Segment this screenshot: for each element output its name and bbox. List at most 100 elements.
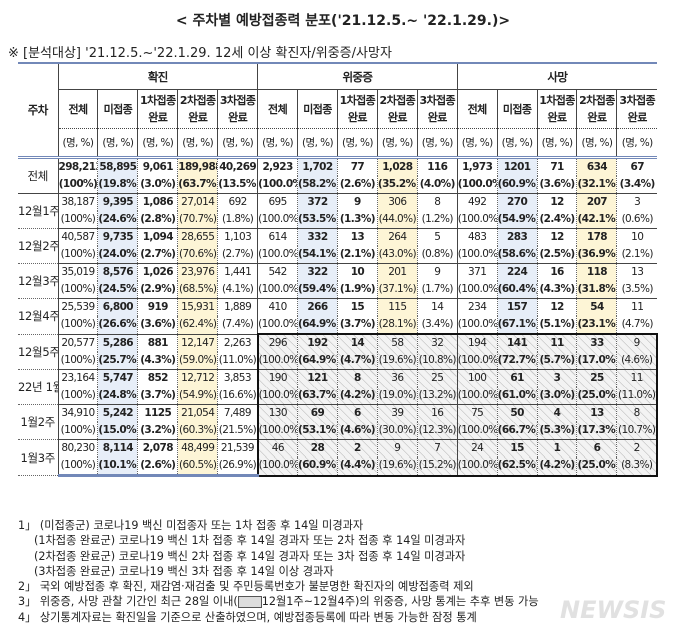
cell-count: 5,286 [97,333,138,352]
cell-percent: (19.6%) [376,352,418,370]
cell-percent: (62.5%) [496,457,538,477]
cell-percent: (0.6%) [616,211,657,229]
cell-percent: (17.0%) [576,352,617,370]
cell-count: 80,230 [57,439,98,457]
cell-percent: (100%) [57,387,98,405]
cell-count: 28,655 [177,228,218,246]
table-row: 12월4주 25,539 6,800 919 15,931 1,889 410 266 15 11… [18,298,657,335]
cell-percent: (70.6%) [177,246,218,264]
cell-count: 8,114 [97,439,138,457]
cell-count: 234 [456,298,498,316]
cell-percent: (3.0%) [137,176,178,194]
week-label: 12월1주 [18,193,59,229]
header-week: 주차 [18,63,59,158]
cell-count: 40,269 [217,157,258,176]
cell-percent: (100%) [57,176,98,194]
cell-percent: (24.0%) [97,246,138,264]
cell-count: 13 [576,404,617,422]
cell-percent: (19.0%) [376,387,418,405]
header-column: 미접종 [297,89,338,129]
cell-percent: (3.5%) [616,281,657,299]
cell-count: 371 [456,263,498,281]
cell-count: 58 [376,333,418,352]
cell-percent: (100.0%) [456,211,498,229]
cell-count: 1,702 [297,157,338,176]
header-column: 3차접종 완료 [217,89,258,129]
cell-percent: (19.8%) [97,176,138,194]
cell-percent: (100.0%) [456,176,498,194]
cell-count: 1,094 [137,228,178,246]
cell-percent: (0.8%) [416,246,458,264]
cell-percent: (4.7%) [336,352,378,370]
watermark-logo: NEWSIS [560,596,667,624]
cell-count: 100 [456,369,498,387]
cell-percent: (44.0%) [376,211,418,229]
cell-count: 8 [336,369,378,387]
cell-count: 483 [456,228,498,246]
header-unit: (명, %) [576,128,617,158]
cell-count: 69 [297,404,338,422]
week-label: 1월2주 [18,404,59,440]
cell-count: 189,988 [177,157,218,176]
cell-count: 9,735 [97,228,138,246]
cell-percent: (70.7%) [177,211,218,229]
cell-count: 1 [536,439,577,457]
table-row: 12월1주 38,187 9,395 1,086 27,014 692 695 372 9 306… [18,193,657,229]
cell-count: 266 [297,298,338,316]
note-1c: (3차접종 완료군) 코로나19 백신 3차 접종 후 14일 이상 경과자 [34,564,334,578]
cell-percent: (1.8%) [217,211,258,229]
cell-count: 9 [616,333,659,352]
cell-percent: (4.1%) [217,281,258,299]
cell-count: 157 [496,298,538,316]
cell-count: 21,054 [177,404,218,422]
cell-count: 6 [336,404,378,422]
header-column: 전체 [257,89,298,129]
cell-percent: (100.0%) [256,387,298,405]
cell-count: 130 [256,404,298,422]
cell-count: 23,976 [177,263,218,281]
header-column: 1차접종 완료 [336,89,378,129]
cell-count: 2,263 [217,333,258,352]
cell-percent: (7.4%) [217,316,258,335]
note-1b: (2차접종 완료군) 코로나19 백신 2차 접종 후 14일 경과자 또는 3… [34,549,466,563]
cell-count: 35,019 [57,263,98,281]
cell-count: 190 [256,369,298,387]
table-row: 22년 1월1주23,1645,74785212,7123,8531901218… [18,369,659,405]
header-column: 미접종 [97,89,138,129]
cell-percent: (59.0%) [177,352,218,370]
table-row-pct: (100%) (24.5%) (2.9%) (68.5%) (4.1%) (100.0%)… [18,281,657,299]
cell-percent: (72.7%) [496,352,538,370]
cell-percent: (53.1%) [297,422,338,440]
cell-percent: (2.4%) [536,211,577,229]
table-row-pct: (100%) (24.6%) (2.8%) (70.7%) (1.8%) (100.0%)… [18,211,657,229]
cell-percent: (100.0%) [257,246,298,264]
cell-count: 12 [536,193,577,211]
cell-count: 542 [257,263,298,281]
cell-count: 46 [256,439,298,457]
cell-count: 3,853 [217,369,258,387]
cell-percent: (4.3%) [536,281,577,299]
table-row-pct: (100%)(19.8%)(3.0%)(63.7%)(13.5%)(100.0%… [18,176,657,194]
cell-percent: (100.0%) [257,176,298,194]
analysis-scope: ※ [분석대상] '21.12.5.~'22.1.29. 12세 이상 확진자/… [8,46,392,61]
cell-percent: (43.0%) [376,246,418,264]
cell-count: 25,539 [57,298,98,316]
cell-percent: (63.7%) [177,176,218,194]
cell-count: 75 [456,404,498,422]
cell-percent: (31.8%) [576,281,617,299]
cell-count: 15,931 [177,298,218,316]
cell-count: 48,499 [177,439,218,457]
cell-percent: (54.9%) [177,387,218,405]
header-group: 확진 [57,63,258,90]
cell-count: 11 [616,298,657,316]
cell-percent: (67.1%) [496,316,538,335]
cell-count: 50 [496,404,538,422]
cell-percent: (100.0%) [456,246,498,264]
cell-percent: (10.1%) [97,457,138,477]
cell-percent: (58.2%) [297,176,338,194]
cell-count: 207 [576,193,617,211]
cell-percent: (1.2%) [416,211,458,229]
cell-percent: (100.0%) [456,352,498,370]
cell-percent: (4.2%) [536,457,577,477]
header-column: 1차접종 완료 [137,89,178,129]
